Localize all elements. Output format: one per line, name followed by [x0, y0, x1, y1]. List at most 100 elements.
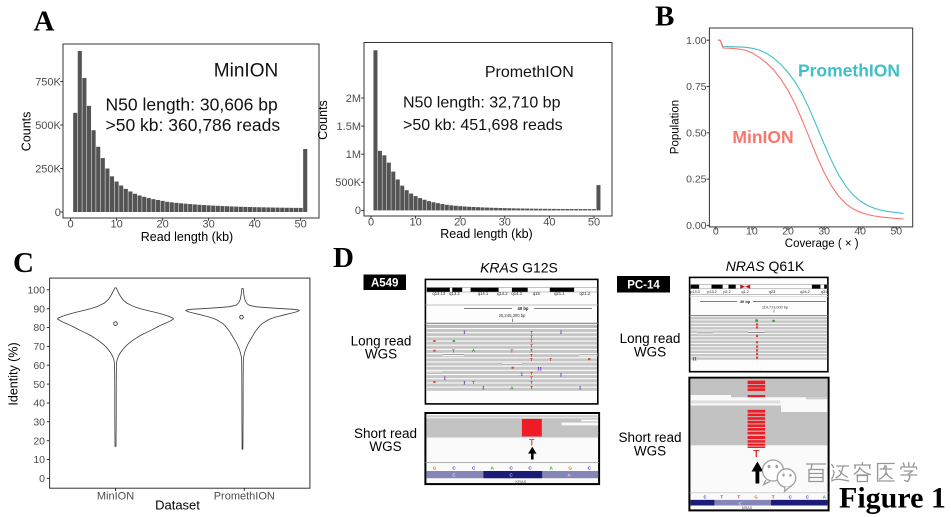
- svg-text:10: 10: [110, 219, 122, 231]
- svg-text:KRAS: KRAS: [515, 479, 526, 484]
- svg-text:Read length (kb): Read length (kb): [141, 230, 233, 244]
- svg-text:C: C: [13, 247, 34, 279]
- svg-text:C: C: [806, 494, 809, 499]
- svg-text:T: T: [720, 494, 723, 499]
- svg-text:0: 0: [39, 473, 45, 485]
- svg-text:q31: q31: [821, 290, 827, 294]
- svg-text:T: T: [737, 494, 740, 499]
- svg-text:I: I: [463, 330, 465, 336]
- svg-text:T: T: [530, 385, 533, 390]
- svg-text:WGS: WGS: [369, 439, 401, 454]
- svg-text:q13.2: q13.2: [449, 291, 460, 296]
- svg-text:C: C: [509, 473, 512, 478]
- svg-text:Short read: Short read: [354, 426, 417, 441]
- svg-text:50: 50: [588, 217, 600, 229]
- svg-text:D: D: [333, 242, 354, 274]
- svg-text:0: 0: [55, 207, 61, 219]
- svg-text:T: T: [452, 349, 455, 354]
- svg-text:1.5M: 1.5M: [337, 121, 361, 133]
- svg-text:Read length (kb): Read length (kb): [440, 227, 532, 241]
- svg-text:C: C: [739, 500, 742, 505]
- svg-text:20: 20: [156, 219, 168, 231]
- svg-text:T: T: [530, 348, 533, 353]
- svg-text:q21.2: q21.2: [579, 291, 590, 296]
- svg-text:0: 0: [713, 225, 719, 237]
- svg-text:50: 50: [890, 225, 902, 237]
- svg-text:10: 10: [746, 225, 758, 237]
- svg-text:C: C: [452, 473, 455, 478]
- svg-text:0: 0: [68, 219, 74, 231]
- svg-text:500K: 500K: [335, 177, 361, 189]
- svg-text:A549: A549: [371, 277, 399, 289]
- svg-text:I: I: [463, 381, 465, 387]
- svg-text:2M: 2M: [346, 93, 361, 105]
- svg-text:25,245,300 bp: 25,245,300 bp: [499, 313, 526, 318]
- svg-text:40 bp: 40 bp: [518, 306, 529, 311]
- svg-text:Dataset: Dataset: [155, 498, 200, 513]
- svg-text:T: T: [529, 437, 535, 447]
- svg-text:T: T: [753, 448, 760, 460]
- svg-text:T: T: [530, 380, 533, 385]
- svg-text:0.00: 0.00: [686, 220, 707, 232]
- svg-text:Identity (%): Identity (%): [7, 342, 21, 405]
- svg-text:N50 length: 32,710 bp: N50 length: 32,710 bp: [403, 95, 561, 112]
- svg-text:q21.1: q21.1: [554, 291, 565, 296]
- svg-text:Coverage ( × ): Coverage ( × ): [785, 238, 859, 250]
- svg-text:T: T: [530, 339, 533, 344]
- svg-text:Short read: Short read: [618, 430, 681, 445]
- svg-text:C: C: [452, 466, 456, 471]
- svg-text:>50 kb: 360,786 reads: >50 kb: 360,786 reads: [106, 115, 281, 135]
- svg-text:WGS: WGS: [365, 347, 397, 362]
- svg-text:100: 100: [27, 285, 45, 297]
- svg-text:WGS: WGS: [634, 444, 666, 459]
- svg-text:I: I: [444, 376, 446, 382]
- svg-text:Population: Population: [670, 100, 682, 154]
- svg-text:MinION: MinION: [732, 127, 793, 147]
- svg-text:70: 70: [33, 341, 45, 353]
- svg-text:30: 30: [499, 217, 511, 229]
- svg-text:Long read: Long read: [351, 334, 412, 349]
- svg-text:40: 40: [248, 219, 260, 231]
- svg-text:T: T: [530, 357, 533, 362]
- svg-text:T: T: [530, 353, 533, 358]
- svg-text:KRAS G12S: KRAS G12S: [480, 260, 558, 276]
- svg-text:T: T: [530, 343, 533, 348]
- svg-text:50: 50: [294, 219, 306, 231]
- svg-text:1M: 1M: [346, 149, 361, 161]
- svg-text:40 bp: 40 bp: [740, 299, 751, 304]
- svg-text:II: II: [692, 357, 696, 363]
- svg-text:MinION: MinION: [214, 61, 278, 82]
- svg-text:I: I: [560, 372, 562, 378]
- svg-text:C: C: [789, 494, 792, 499]
- svg-text:G: G: [754, 494, 758, 499]
- svg-text:T: T: [772, 494, 775, 499]
- svg-text:20: 20: [782, 225, 794, 237]
- svg-text:A: A: [568, 473, 571, 478]
- svg-text:20: 20: [33, 435, 45, 447]
- svg-text:10: 10: [409, 217, 421, 229]
- svg-text:p2.2: p2.2: [723, 290, 730, 294]
- svg-text:p13.2: p13.2: [707, 290, 717, 294]
- svg-text:30: 30: [33, 417, 45, 429]
- svg-text:10: 10: [33, 454, 45, 466]
- svg-text:q23: q23: [769, 290, 775, 294]
- svg-text:G: G: [433, 466, 437, 471]
- svg-text:NRAS Q61K: NRAS Q61K: [726, 258, 805, 274]
- svg-text:q14.3: q14.3: [511, 291, 522, 296]
- svg-text:q14.2: q14.2: [497, 291, 508, 296]
- svg-text:90: 90: [33, 303, 45, 315]
- svg-text:T: T: [549, 357, 552, 362]
- svg-text:I: I: [560, 330, 562, 336]
- svg-text:40: 40: [33, 398, 45, 410]
- svg-text:0.75: 0.75: [686, 81, 707, 93]
- svg-text:A: A: [510, 386, 514, 391]
- svg-text:I: I: [482, 385, 484, 391]
- svg-text:MinION: MinION: [97, 491, 134, 503]
- svg-text:WGS: WGS: [634, 344, 666, 359]
- svg-text:T: T: [530, 334, 533, 339]
- svg-text:q14.1: q14.1: [478, 291, 489, 296]
- svg-text:G: G: [568, 466, 572, 471]
- svg-text:T: T: [530, 385, 533, 390]
- svg-text:0.50: 0.50: [686, 127, 707, 139]
- svg-text:C: C: [703, 494, 706, 499]
